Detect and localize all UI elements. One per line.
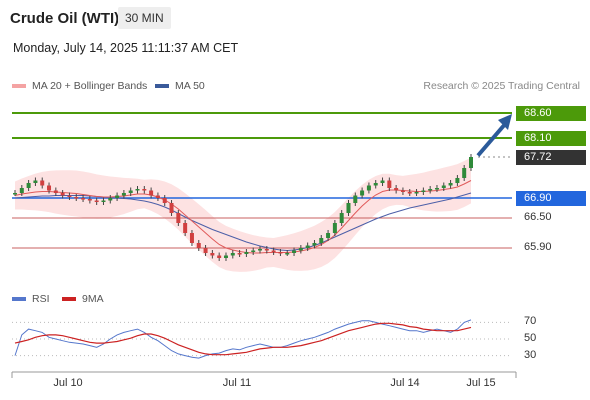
- candle: [421, 191, 425, 193]
- candle: [204, 248, 208, 253]
- candle: [163, 198, 167, 203]
- candle: [40, 181, 44, 186]
- candle: [231, 253, 235, 256]
- target-arrow: [478, 123, 506, 156]
- rsi-tick-label: 50: [524, 332, 536, 344]
- candle: [33, 181, 37, 184]
- candle: [217, 256, 221, 259]
- rsi-tick-label: 30: [524, 349, 536, 361]
- candle: [197, 243, 201, 248]
- candle: [401, 191, 405, 193]
- candle: [435, 188, 439, 190]
- candle: [285, 253, 289, 255]
- candle: [326, 233, 330, 238]
- candle: [101, 201, 105, 203]
- candle: [81, 198, 85, 200]
- candle: [272, 251, 276, 253]
- x-tick-label: Jul 15: [466, 377, 495, 389]
- candle: [142, 189, 146, 191]
- candle: [265, 249, 269, 251]
- level-tag-67.72: 67.72: [516, 150, 586, 165]
- rsi-tick-label: 70: [524, 315, 536, 327]
- candle: [381, 181, 385, 184]
- candle: [360, 191, 364, 196]
- candle: [374, 183, 378, 186]
- level-tag-65.90: 65.90: [524, 241, 552, 253]
- candle: [299, 248, 303, 251]
- candle: [108, 198, 112, 201]
- candle: [238, 253, 242, 255]
- candle: [88, 199, 92, 201]
- candle: [47, 186, 51, 191]
- candle: [74, 197, 78, 199]
- candle: [292, 251, 296, 254]
- candle: [115, 196, 119, 199]
- candle: [129, 191, 133, 194]
- level-tag-66.50: 66.50: [524, 211, 552, 223]
- level-tag-68.10: 68.10: [516, 131, 586, 146]
- candle: [156, 196, 160, 199]
- x-tick-label: Jul 14: [390, 377, 419, 389]
- candle: [367, 186, 371, 191]
- candle: [224, 256, 228, 259]
- candle: [449, 183, 453, 186]
- candle: [13, 193, 17, 195]
- candle: [183, 223, 187, 233]
- candle: [176, 213, 180, 223]
- candle: [149, 191, 153, 196]
- x-tick-label: Jul 11: [223, 377, 252, 389]
- candle: [455, 178, 459, 183]
- candle: [210, 253, 214, 256]
- candle: [312, 243, 316, 246]
- level-tag-66.90: 66.90: [516, 191, 586, 206]
- candle: [408, 192, 412, 194]
- candle: [319, 238, 323, 243]
- candle: [95, 201, 99, 203]
- bollinger-band: [15, 158, 471, 272]
- candle: [278, 252, 282, 254]
- candle: [428, 189, 432, 191]
- candle: [442, 186, 446, 189]
- x-tick-label: Jul 10: [53, 377, 82, 389]
- candle: [462, 168, 466, 178]
- candle: [61, 193, 65, 196]
- candle: [122, 193, 126, 196]
- candle: [251, 251, 255, 253]
- candle: [415, 192, 419, 194]
- candle: [54, 191, 58, 194]
- rsi-ma-line: [15, 323, 471, 354]
- candle: [20, 188, 24, 193]
- candle: [67, 196, 71, 198]
- candle: [387, 181, 391, 189]
- candle: [190, 233, 194, 243]
- candle: [27, 183, 31, 188]
- candle: [346, 203, 350, 213]
- level-tag-68.60: 68.60: [516, 106, 586, 121]
- candle: [306, 246, 310, 249]
- candle: [394, 188, 398, 191]
- candle: [333, 223, 337, 233]
- candle: [244, 252, 248, 254]
- candle: [136, 189, 140, 191]
- candle: [340, 213, 344, 223]
- candle: [353, 196, 357, 204]
- candle: [258, 249, 262, 251]
- candle: [469, 157, 473, 168]
- candle: [170, 203, 174, 213]
